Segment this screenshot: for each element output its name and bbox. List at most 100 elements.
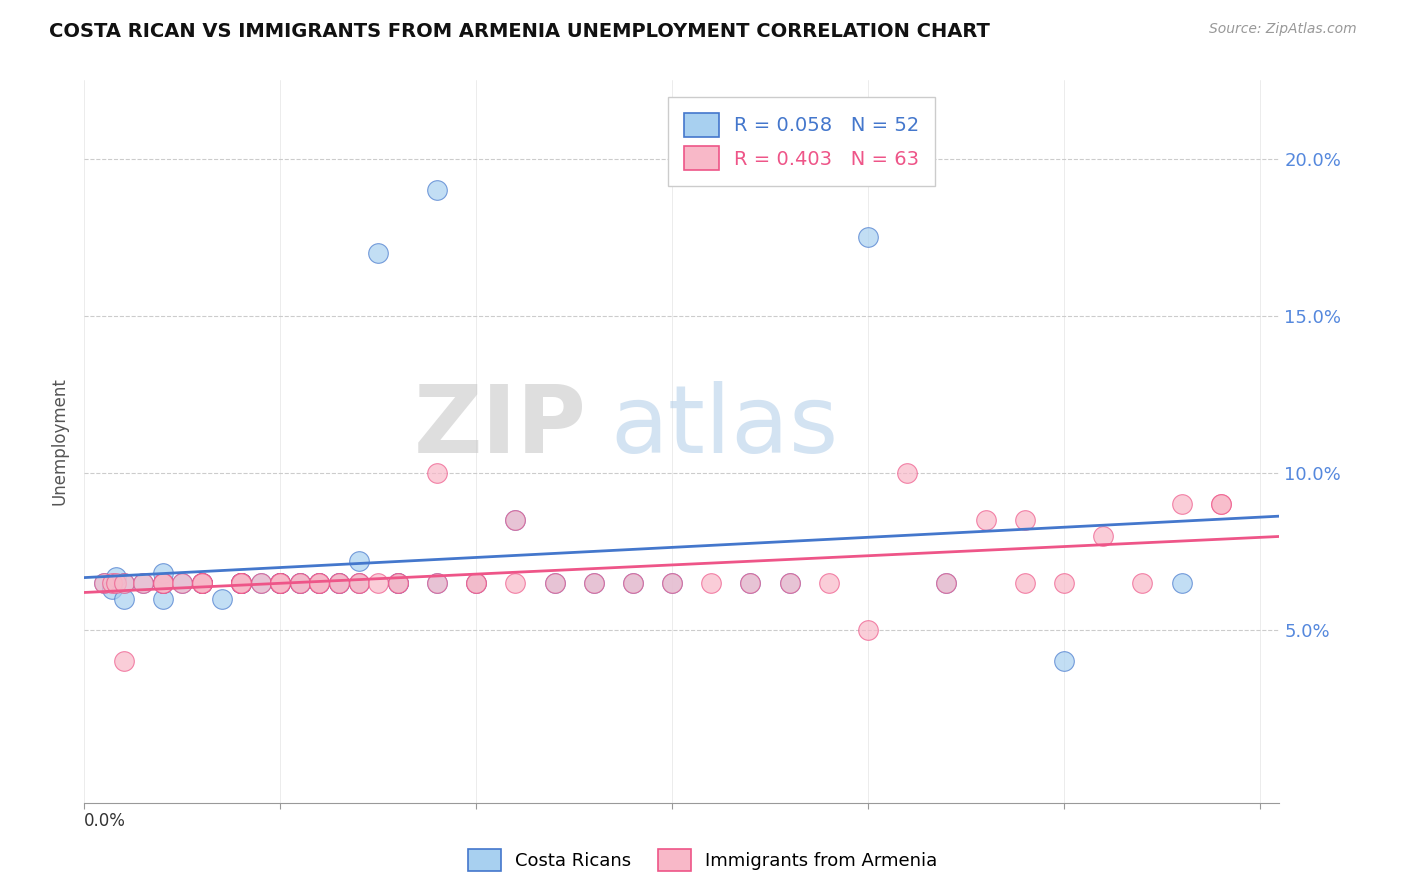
Point (974, 513, 997, 527)
Point (896, 466, 918, 480)
Point (93, 575, 115, 590)
Point (582, 575, 605, 590)
Point (621, 575, 644, 590)
Point (740, 575, 762, 590)
Point (505, 513, 527, 527)
Point (426, 183, 449, 197)
Point (191, 575, 214, 590)
Point (112, 655, 135, 669)
Point (505, 513, 527, 527)
Point (229, 575, 252, 590)
Point (661, 575, 683, 590)
Point (661, 575, 683, 590)
Point (152, 575, 174, 590)
Point (229, 575, 252, 590)
Point (328, 575, 350, 590)
Point (328, 575, 350, 590)
Point (818, 575, 841, 590)
Point (229, 575, 252, 590)
Point (1014, 575, 1036, 590)
Point (104, 569, 127, 583)
Point (112, 575, 135, 590)
Point (308, 575, 330, 590)
Point (621, 575, 644, 590)
Point (152, 575, 174, 590)
Point (152, 575, 174, 590)
Point (387, 575, 409, 590)
Y-axis label: Unemployment: Unemployment (51, 377, 69, 506)
Point (191, 575, 214, 590)
Point (856, 623, 879, 637)
Point (935, 575, 957, 590)
Point (426, 575, 449, 590)
Point (269, 575, 291, 590)
Point (249, 575, 271, 590)
Point (543, 575, 565, 590)
Point (191, 575, 214, 590)
Point (229, 575, 252, 590)
Point (191, 575, 214, 590)
Point (112, 591, 135, 606)
Point (347, 575, 370, 590)
Point (93, 575, 115, 590)
Point (152, 566, 174, 581)
Point (229, 575, 252, 590)
Point (308, 575, 330, 590)
Point (132, 575, 155, 590)
Point (465, 575, 488, 590)
Point (347, 554, 370, 568)
Point (367, 246, 389, 260)
Point (1170, 575, 1192, 590)
Point (387, 575, 409, 590)
Point (779, 575, 801, 590)
Point (288, 575, 311, 590)
Point (269, 575, 291, 590)
Point (426, 466, 449, 480)
Point (104, 575, 127, 590)
Point (779, 575, 801, 590)
Point (288, 575, 311, 590)
Point (1170, 497, 1192, 511)
Point (328, 575, 350, 590)
Point (1209, 497, 1232, 511)
Point (505, 575, 527, 590)
Point (229, 575, 252, 590)
Point (269, 575, 291, 590)
Text: COSTA RICAN VS IMMIGRANTS FROM ARMENIA UNEMPLOYMENT CORRELATION CHART: COSTA RICAN VS IMMIGRANTS FROM ARMENIA U… (49, 22, 990, 41)
Point (308, 575, 330, 590)
Text: 0.0%: 0.0% (84, 813, 127, 830)
Point (172, 575, 194, 590)
Point (211, 591, 233, 606)
Point (387, 575, 409, 590)
Point (101, 575, 124, 590)
Legend: R = 0.058   N = 52, R = 0.403   N = 63: R = 0.058 N = 52, R = 0.403 N = 63 (668, 97, 935, 186)
Point (269, 575, 291, 590)
Point (269, 575, 291, 590)
Point (288, 575, 311, 590)
Point (935, 575, 957, 590)
Point (229, 575, 252, 590)
Point (112, 575, 135, 590)
Point (269, 575, 291, 590)
Point (426, 575, 449, 590)
Point (543, 575, 565, 590)
Point (387, 575, 409, 590)
Point (367, 575, 389, 590)
Point (582, 575, 605, 590)
Text: Source: ZipAtlas.com: Source: ZipAtlas.com (1209, 22, 1357, 37)
Point (191, 575, 214, 590)
Point (152, 575, 174, 590)
Point (172, 575, 194, 590)
Legend: Costa Ricans, Immigrants from Armenia: Costa Ricans, Immigrants from Armenia (461, 842, 945, 879)
Point (288, 575, 311, 590)
Point (229, 575, 252, 590)
Point (191, 575, 214, 590)
Point (1092, 529, 1115, 543)
Point (740, 575, 762, 590)
Point (132, 575, 155, 590)
Point (347, 575, 370, 590)
Point (700, 575, 723, 590)
Point (308, 575, 330, 590)
Point (229, 575, 252, 590)
Point (229, 575, 252, 590)
